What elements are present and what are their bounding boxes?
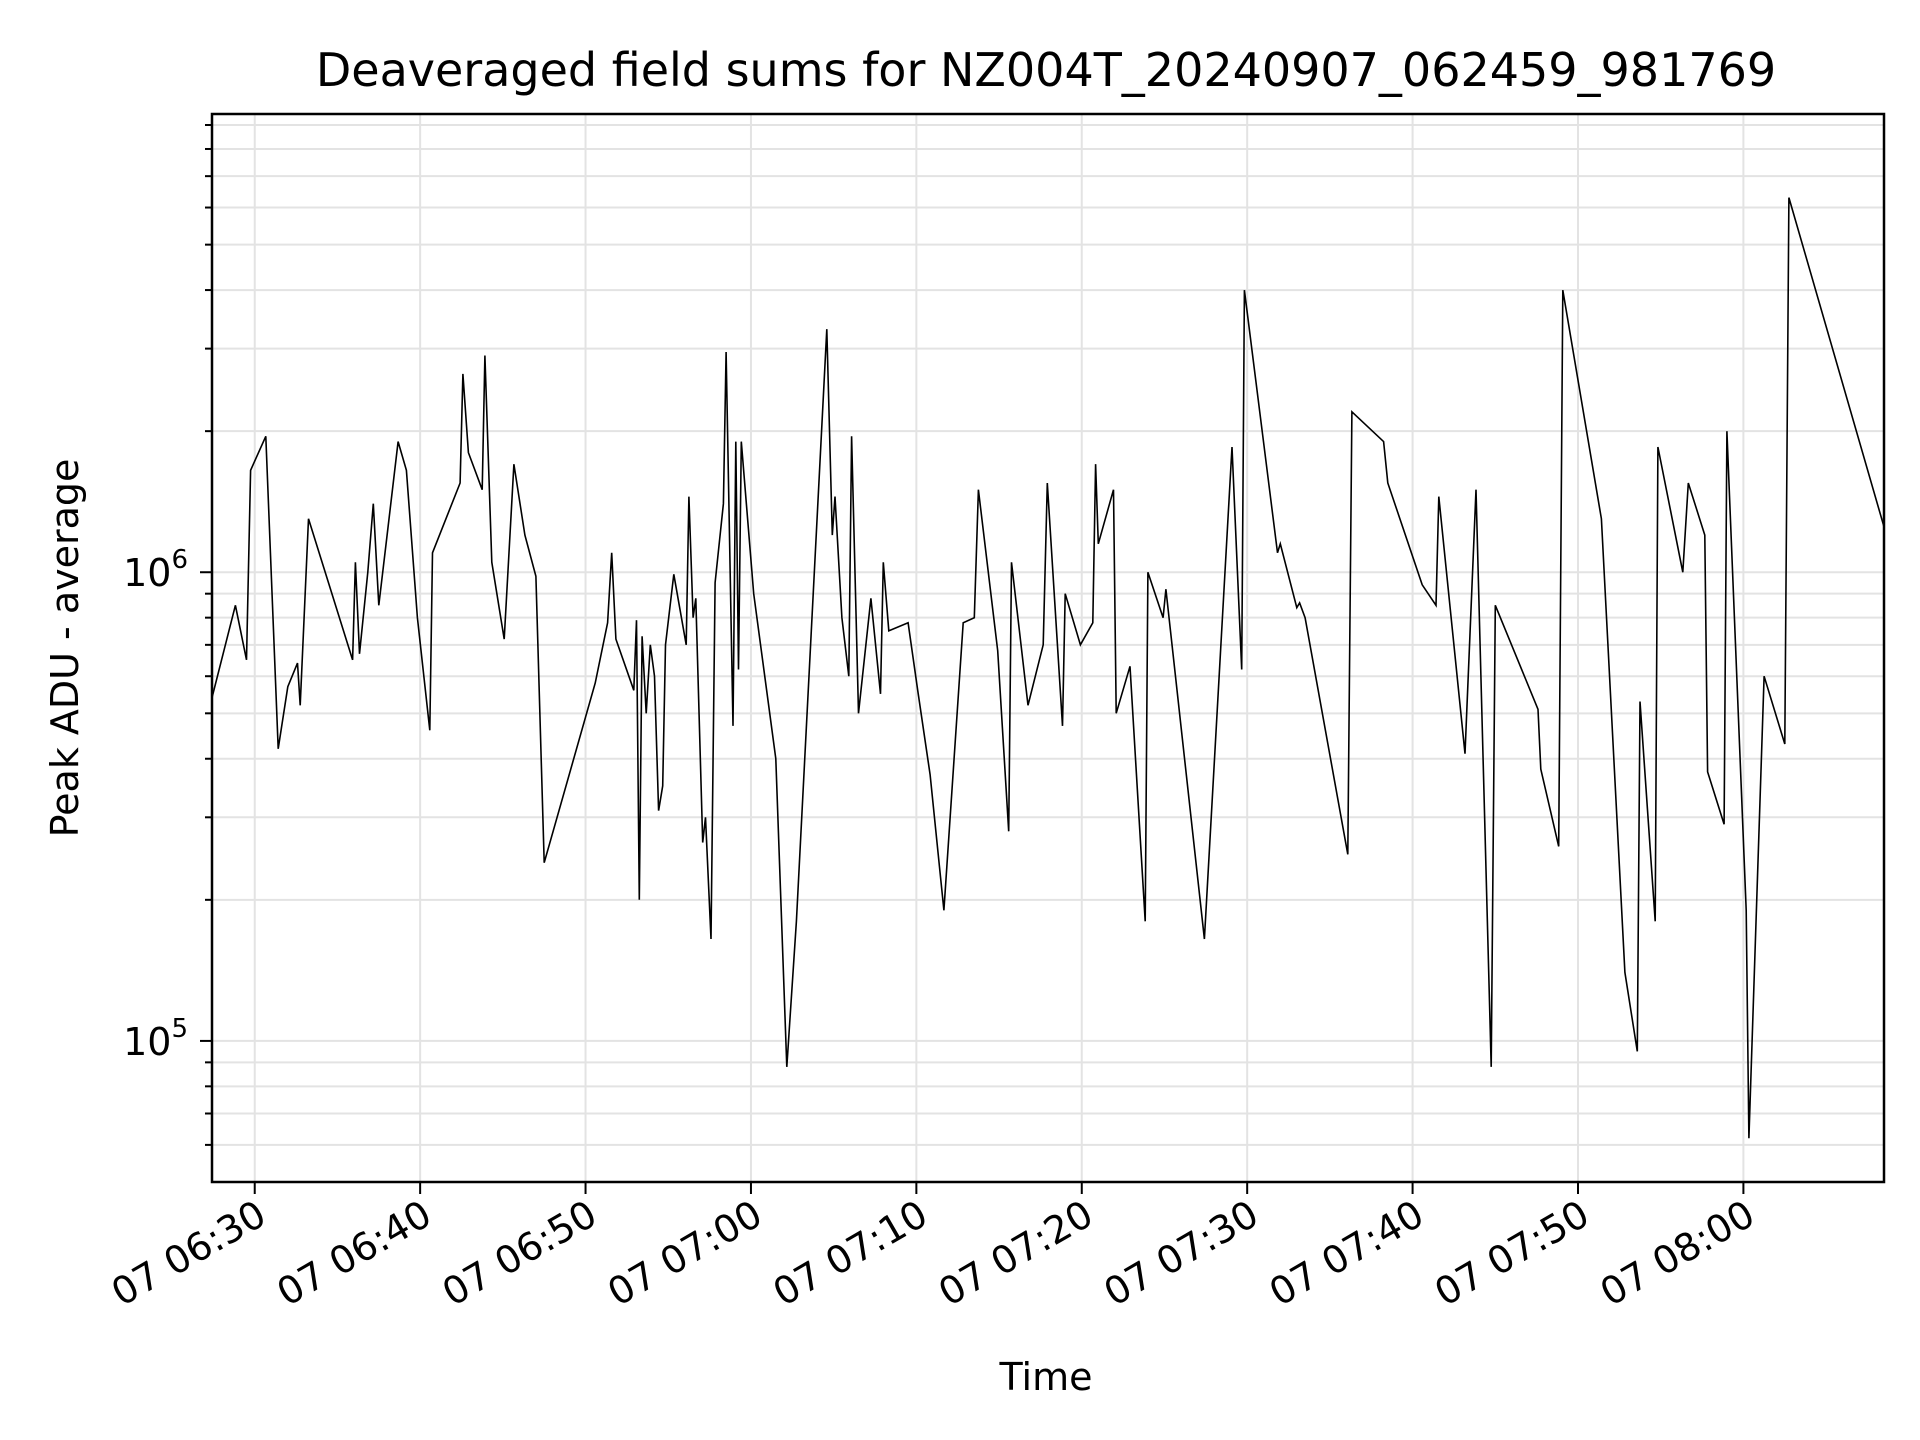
series-layer xyxy=(211,197,1885,1139)
plot-frame xyxy=(210,112,1886,1184)
y-axis-label: Peak ADU - average xyxy=(43,459,87,838)
grid xyxy=(212,114,1884,1182)
series-line xyxy=(211,197,1885,1139)
x-axis-label: Time xyxy=(999,1355,1093,1399)
axis-ticks xyxy=(200,124,1745,1194)
chart-title: Deaveraged field sums for NZ004T_2024090… xyxy=(316,43,1776,97)
